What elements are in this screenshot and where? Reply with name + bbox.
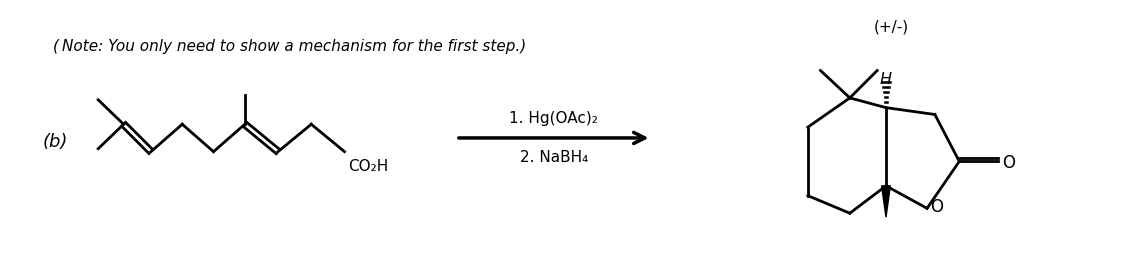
Text: O: O (1002, 154, 1016, 172)
Text: CO₂H: CO₂H (348, 159, 388, 174)
Text: (b): (b) (42, 133, 68, 151)
Text: ( Note: You only need to show a mechanism for the first step.): ( Note: You only need to show a mechanis… (53, 39, 527, 54)
Text: H: H (881, 72, 892, 88)
Text: O: O (930, 198, 943, 216)
Text: 1. Hg(OAc)₂: 1. Hg(OAc)₂ (510, 111, 598, 126)
Polygon shape (882, 186, 891, 217)
Text: 2. NaBH₄: 2. NaBH₄ (520, 150, 587, 165)
Text: (+/-): (+/-) (874, 19, 908, 34)
